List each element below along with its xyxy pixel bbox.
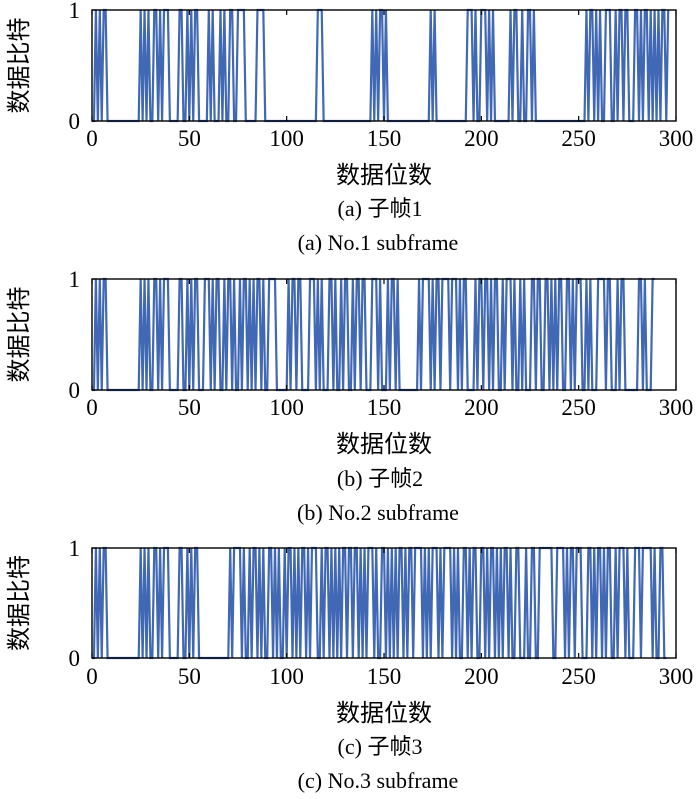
series-line [92, 277, 655, 392]
x-tick-label: 50 [178, 126, 201, 151]
x-tick-label: 50 [178, 664, 201, 689]
x-tick-label: 200 [464, 126, 499, 151]
caption-cn: (c) 子帧3 [338, 734, 423, 759]
series-line [92, 546, 667, 660]
x-tick-label: 0 [86, 126, 98, 151]
x-tick-label: 100 [269, 664, 304, 689]
y-tick-label: 0 [69, 378, 81, 403]
y-tick-label: 1 [69, 0, 81, 23]
caption-cn: (b) 子帧2 [337, 466, 423, 491]
y-tick-label: 1 [69, 267, 81, 292]
series-line [92, 8, 670, 123]
x-tick-label: 0 [86, 395, 98, 420]
x-tick-label: 200 [464, 395, 499, 420]
x-tick-label: 100 [269, 126, 304, 151]
x-tick-label: 250 [561, 664, 596, 689]
caption-en: (b) No.2 subframe [297, 500, 459, 525]
caption-en: (a) No.1 subframe [298, 230, 459, 255]
y-tick-label: 0 [69, 646, 81, 671]
caption-en: (c) No.3 subframe [298, 768, 459, 793]
x-tick-label: 150 [367, 664, 402, 689]
y-tick-label: 1 [69, 536, 81, 561]
x-axis-label: 数据位数 [336, 430, 432, 458]
x-tick-label: 100 [269, 395, 304, 420]
x-axis-label: 数据位数 [336, 161, 432, 189]
x-tick-label: 150 [367, 126, 402, 151]
x-tick-label: 300 [659, 126, 694, 151]
x-tick-label: 250 [561, 126, 596, 151]
y-axis-label: 数据比特 [5, 18, 33, 114]
x-tick-label: 250 [561, 395, 596, 420]
y-axis-label: 数据比特 [5, 555, 33, 651]
caption-cn: (a) 子帧1 [338, 196, 423, 221]
x-tick-label: 50 [178, 395, 201, 420]
x-tick-label: 150 [367, 395, 402, 420]
x-tick-label: 300 [659, 395, 694, 420]
x-tick-label: 0 [86, 664, 98, 689]
x-tick-label: 200 [464, 664, 499, 689]
x-axis-label: 数据位数 [336, 699, 432, 727]
x-tick-label: 300 [659, 664, 694, 689]
y-axis-label: 数据比特 [5, 287, 33, 383]
y-tick-label: 0 [69, 109, 81, 134]
